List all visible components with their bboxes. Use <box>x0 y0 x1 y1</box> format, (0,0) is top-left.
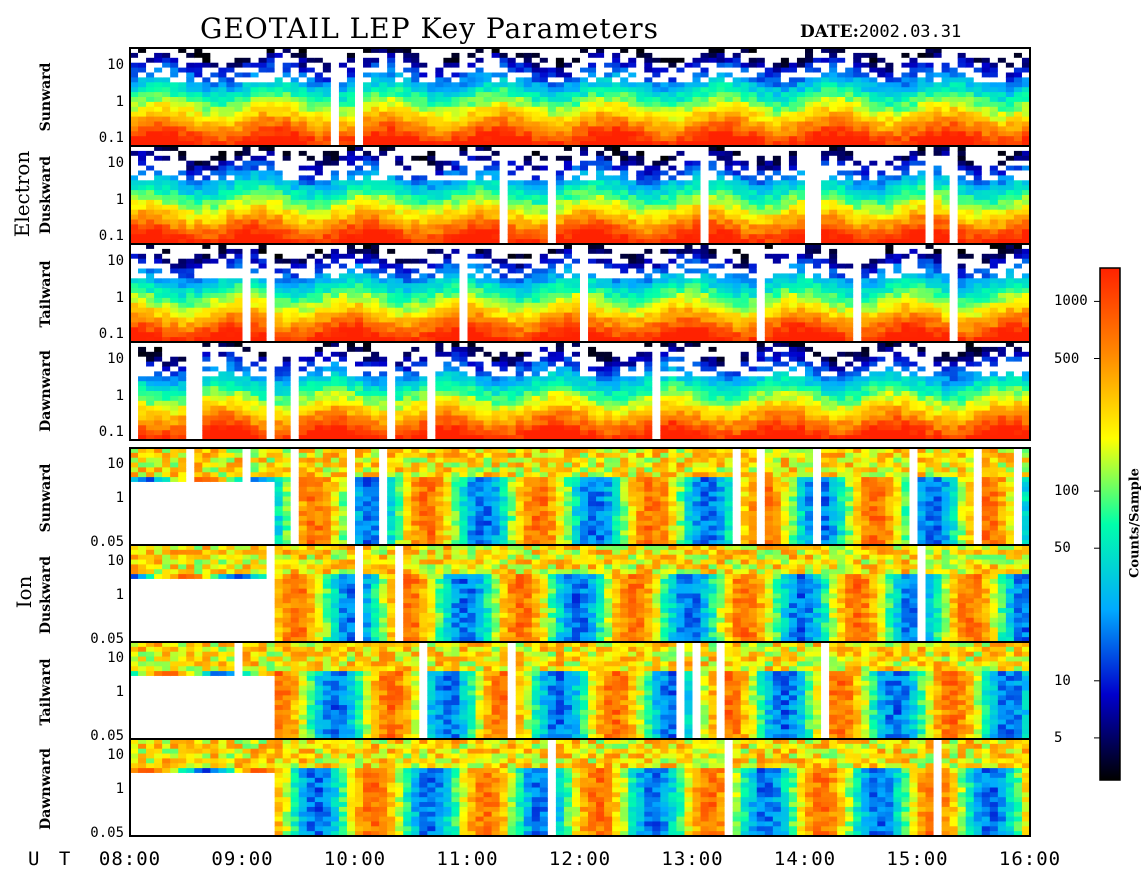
y-tick-label: 0.1 <box>98 325 124 342</box>
chart-title: GEOTAIL LEP Key Parameters <box>200 12 659 45</box>
y-tick-label: 0.05 <box>90 727 124 744</box>
panel-electron-dawnward <box>130 342 1031 441</box>
panel-label-ion-tailward: Tailward <box>38 658 54 726</box>
y-tick-label: 10 <box>107 650 124 667</box>
colorbar-label: Counts/Sample <box>1127 468 1142 578</box>
panel-ion-tailward <box>130 642 1031 740</box>
date-label: DATE:2002.03.31 <box>800 22 961 42</box>
y-tick-label: 0.1 <box>98 129 124 146</box>
panel-label-ion-duskward: Duskward <box>38 555 54 635</box>
panel-frames <box>129 47 1031 837</box>
x-tick-label: 15:00 <box>886 848 949 870</box>
x-axis-label: U T <box>28 848 75 870</box>
panel-label-electron-sunward: Sunward <box>38 62 54 132</box>
y-tick-label: 1 <box>115 93 124 110</box>
panel-ion-duskward <box>130 545 1031 643</box>
group-label-electron: Electron <box>10 150 34 238</box>
x-tick-label: 12:00 <box>548 848 612 870</box>
panel-ion-dawnward-frame <box>129 738 1031 837</box>
y-tick-label: 1 <box>115 489 124 506</box>
x-tick-label: 09:00 <box>211 848 274 870</box>
y-tick-label: 10 <box>107 351 124 368</box>
panel-electron-tailward <box>130 244 1031 343</box>
panel-label-electron-tailward: Tailward <box>38 260 54 328</box>
panel-electron-sunward <box>130 48 1031 147</box>
panel-electron-dawnward-frame <box>129 341 1031 441</box>
y-tick-label: 0.1 <box>98 227 124 244</box>
y-tick-label: 1 <box>115 780 124 797</box>
x-tick-label: 08:00 <box>98 848 162 870</box>
y-tick-label: 10 <box>107 553 124 570</box>
colorbar-ticks <box>1094 300 1100 739</box>
y-tick-label: 0.05 <box>90 824 124 841</box>
panel-label-electron-duskward: Duskward <box>38 155 54 235</box>
colorbar <box>1099 267 1121 781</box>
y-tick-label: 0.05 <box>90 533 124 550</box>
colorbar-tick-label: 50 <box>1054 540 1071 557</box>
group-label-ion: Ion <box>12 575 36 609</box>
date-key: DATE: <box>800 22 859 42</box>
y-tick-label: 10 <box>107 747 124 764</box>
y-tick-label: 0.1 <box>98 423 124 440</box>
panel-label-electron-dawnward: Dawnward <box>38 350 54 432</box>
colorbar-tick-label: 100 <box>1054 483 1080 500</box>
panel-ion-dawnward <box>130 739 1031 837</box>
y-tick-label: 1 <box>115 683 124 700</box>
spectrogram-panels <box>130 48 1031 837</box>
y-tick-label: 1 <box>115 289 124 306</box>
x-tick-label: 14:00 <box>773 848 837 870</box>
colorbar-tick-label: 5 <box>1054 729 1063 746</box>
x-tick-label: 16:00 <box>998 848 1062 870</box>
x-tick-label: 13:00 <box>661 848 724 870</box>
y-tick-label: 10 <box>107 57 124 74</box>
colorbar-tick-label: 500 <box>1054 350 1080 367</box>
colorbar-tick-label: 10 <box>1054 672 1071 689</box>
panel-label-ion-sunward: Sunward <box>38 463 54 533</box>
y-tick-label: 0.05 <box>90 630 124 647</box>
y-tick-label: 1 <box>115 586 124 603</box>
x-tick-label: 10:00 <box>323 848 387 870</box>
y-tick-label: 10 <box>107 155 124 172</box>
panel-ion-sunward <box>130 448 1031 546</box>
panel-label-ion-dawnward: Dawnward <box>38 748 54 830</box>
y-tick-label: 1 <box>115 387 124 404</box>
panel-electron-duskward <box>130 146 1031 245</box>
x-tick-label: 11:00 <box>436 848 499 870</box>
y-tick-label: 1 <box>115 191 124 208</box>
date-value: 2002.03.31 <box>858 22 962 42</box>
y-tick-label: 10 <box>107 456 124 473</box>
colorbar-tick-label: 1000 <box>1054 293 1088 310</box>
y-tick-label: 10 <box>107 253 124 270</box>
